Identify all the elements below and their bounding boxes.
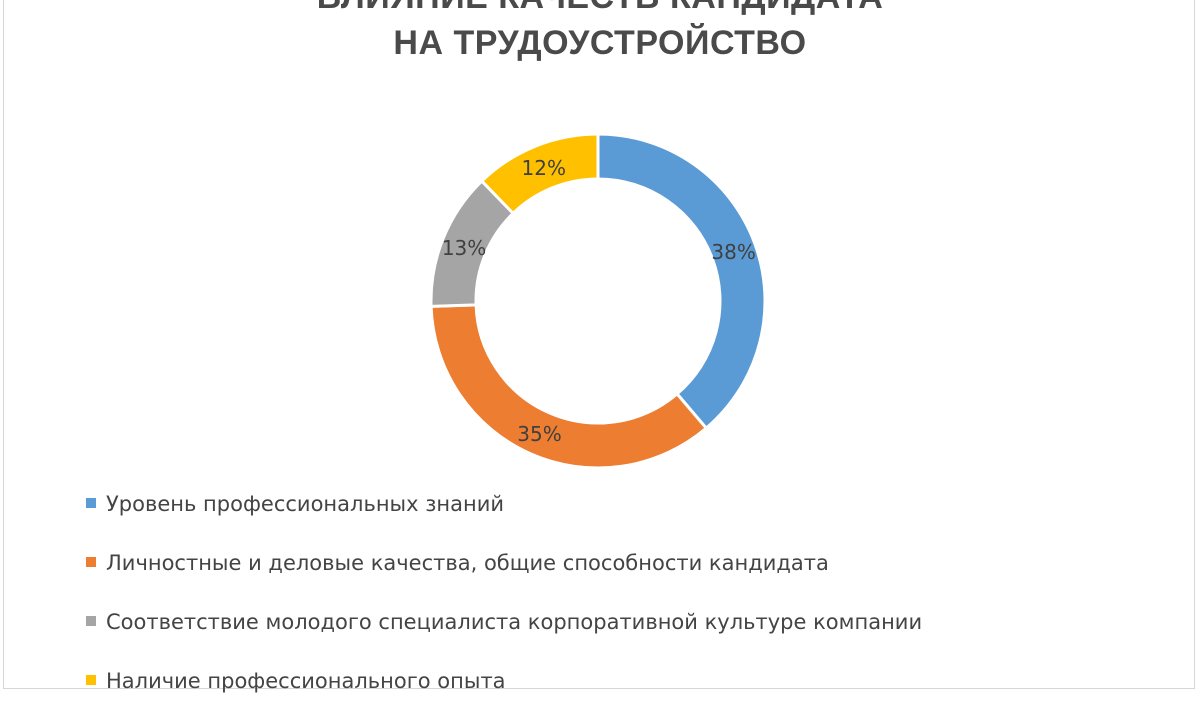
data-label-4: 12% [522,156,566,180]
data-label-1: 38% [711,240,755,264]
legend-item-2: Личностные и деловые качества, общие спо… [86,543,829,583]
chart-area [3,0,1195,689]
legend-item-1: Уровень профессиональных знаний [86,484,504,524]
chart-title-line-2: НА ТРУДОУСТРОЙСТВО [393,24,807,62]
legend-label-3: Соответствие молодого специалиста корпор… [106,610,923,634]
legend-label-2: Личностные и деловые качества, общие спо… [106,551,829,575]
legend-swatch-1 [86,498,96,508]
legend-item-3: Соответствие молодого специалиста корпор… [86,602,922,642]
legend-item-4: Наличие профессионального опыта [86,661,506,701]
legend-label-4: Наличие профессионального опыта [106,669,506,693]
legend-swatch-4 [86,675,96,685]
data-label-3: 13% [442,236,486,260]
donut-slice-2 [429,303,709,470]
donut-slice-1 [596,132,767,431]
data-label-2: 35% [517,422,561,446]
chart-title-line-1: ВЛИЯНИЕ КАЧЕСТВ КАНДИДАТА [0,0,1200,17]
legend-label-1: Уровень профессиональных знаний [106,492,505,516]
donut-chart: 38% 35% 13% 12% [429,132,767,470]
legend-swatch-3 [86,616,96,626]
legend-swatch-2 [86,557,96,567]
donut-slice-4 [479,132,600,216]
